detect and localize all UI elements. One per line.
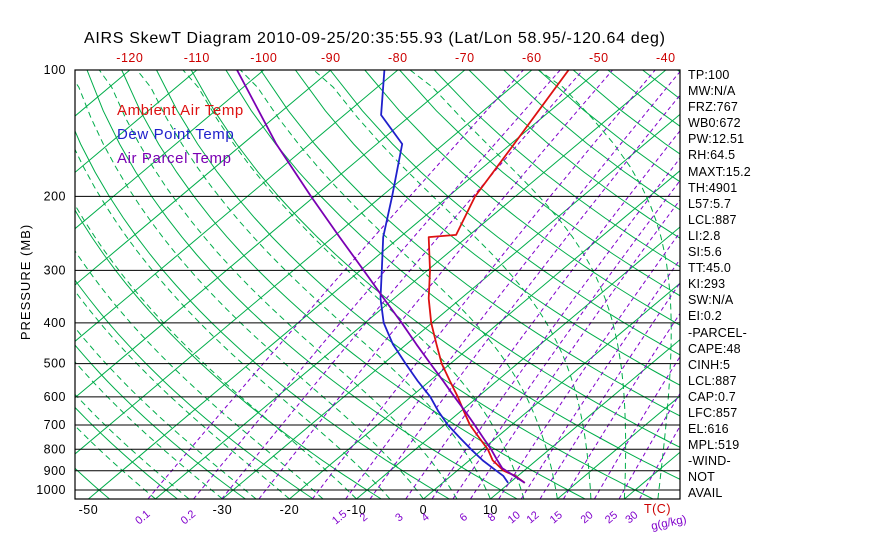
dewpoint-temp-curve (379, 70, 509, 484)
stat-line: PW:12.51 (688, 132, 745, 147)
stat-line: MAXT:15.2 (688, 164, 751, 179)
stat-line: L57:5.7 (688, 196, 732, 211)
stat-line: CAPE:48 (688, 341, 741, 356)
mixing-ratio-tick-label: 6 (458, 511, 470, 524)
mixing-ratio-lines (147, 70, 680, 499)
ambient-temp-curve (427, 70, 570, 484)
pressure-tick-label: 1000 (36, 483, 66, 497)
mixing-ratio-tick-label: 0.2 (179, 508, 198, 527)
mixing-ratio-tick-label: 0.1 (133, 508, 152, 527)
stat-line: NOT (688, 470, 715, 485)
top-axis-tick-label: -50 (589, 51, 609, 65)
parcel-temp-curve (236, 70, 526, 484)
pressure-tick-label: 800 (44, 442, 66, 456)
axis-labels: -120 -110 -100 -90 -80 -70 -60 -50 -401002003004… (18, 51, 688, 533)
temp-unit-label: T(C) (644, 502, 671, 516)
legend-ambient: Ambient Air Temp (117, 102, 244, 119)
mixing-ratio-tick-label: 4 (419, 511, 431, 524)
stat-line: MPL:519 (688, 438, 740, 453)
stat-line: LCL:887 (688, 373, 737, 388)
top-axis-tick-label: -100 (250, 51, 277, 65)
stat-line: WB0:672 (688, 116, 741, 131)
bottom-temp-tick-label: -10 (347, 503, 367, 517)
stat-line: -WIND- (688, 454, 731, 469)
stat-line: EI:0.2 (688, 309, 722, 324)
moist-adiabat-lines (75, 70, 672, 499)
stat-line: LCL:887 (688, 212, 737, 227)
stat-line: MW:N/A (688, 84, 736, 99)
bottom-temp-tick-label: -30 (213, 503, 233, 517)
stat-line: TH:4901 (688, 180, 738, 195)
stat-line: SW:N/A (688, 293, 734, 308)
stat-line: -PARCEL- (688, 325, 748, 340)
plot-border (74, 69, 681, 500)
stats-panel: TP:100 MW:N/A FRZ:767 WB0:672 PW:12.51 RH:64.… (688, 67, 751, 502)
pressure-tick-label: 100 (44, 63, 66, 77)
mixing-ratio-tick-label: 2 (358, 511, 370, 524)
legend-dewpoint: Dew Point Temp (117, 126, 235, 143)
stat-line: RH:64.5 (688, 148, 736, 163)
pressure-axis-title: PRESSURE (MB) (18, 224, 33, 340)
pressure-tick-label: 500 (44, 357, 66, 371)
dry-adiabat-lines (75, 70, 680, 499)
top-axis-tick-label: -110 (184, 51, 210, 65)
bottom-temp-tick-label: 10 (483, 503, 498, 517)
top-axis-tick-label: -60 (522, 51, 542, 65)
stat-line: TP:100 (688, 68, 730, 82)
pressure-tick-label: 300 (44, 263, 66, 277)
curve-legend: Ambient Air Temp Dew Point Temp Air Parcel… (117, 99, 244, 171)
mixing-ratio-tick-label: 20 (579, 509, 596, 526)
pressure-tick-label: 900 (44, 464, 66, 478)
stat-line: CAP:0.7 (688, 389, 736, 404)
pressure-tick-label: 700 (44, 418, 66, 432)
mixing-ratio-tick-label: 30 (623, 509, 640, 526)
mixing-ratio-tick-label: 15 (548, 509, 565, 526)
stat-line: FRZ:767 (688, 100, 739, 115)
mixing-ratio-tick-label: 10 (506, 509, 523, 526)
bottom-temp-tick-label: -50 (79, 503, 99, 517)
sounding-curves (236, 70, 570, 484)
stat-line: SI:5.6 (688, 245, 722, 260)
stat-line: TT:45.0 (688, 261, 732, 276)
mixing-ratio-tick-label: 12 (524, 509, 541, 526)
pressure-tick-label: 200 (44, 189, 66, 203)
mixing-ratio-tick-label: 3 (393, 511, 405, 524)
stat-line: AVAIL (688, 486, 723, 501)
stat-line: KI:293 (688, 277, 726, 292)
chart-title: AIRS SkewT Diagram 2010-09-25/20:35:55.9… (84, 30, 666, 47)
mixing-ratio-tick-label: 25 (603, 509, 620, 526)
top-axis-tick-label: -90 (321, 51, 341, 65)
pressure-tick-label: 600 (44, 390, 66, 404)
top-axis-tick-label: -80 (388, 51, 408, 65)
top-axis-tick-label: -120 (116, 51, 143, 65)
mixing-unit-label: g(g/kg) (650, 514, 688, 533)
stat-line: LFC:857 (688, 405, 738, 420)
pressure-tick-label: 400 (44, 316, 66, 330)
top-axis-tick-label: -70 (455, 51, 475, 65)
stat-line: CINH:5 (688, 357, 731, 372)
stat-line: EL:616 (688, 422, 729, 437)
legend-parcel: Air Parcel Temp (117, 150, 232, 167)
top-axis-tick-label: -40 (656, 51, 676, 65)
bottom-temp-tick-label: -20 (280, 503, 300, 517)
stat-line: LI:2.8 (688, 228, 721, 243)
plot-background (75, 70, 680, 499)
bottom-temp-tick-label: 0 (420, 503, 427, 517)
